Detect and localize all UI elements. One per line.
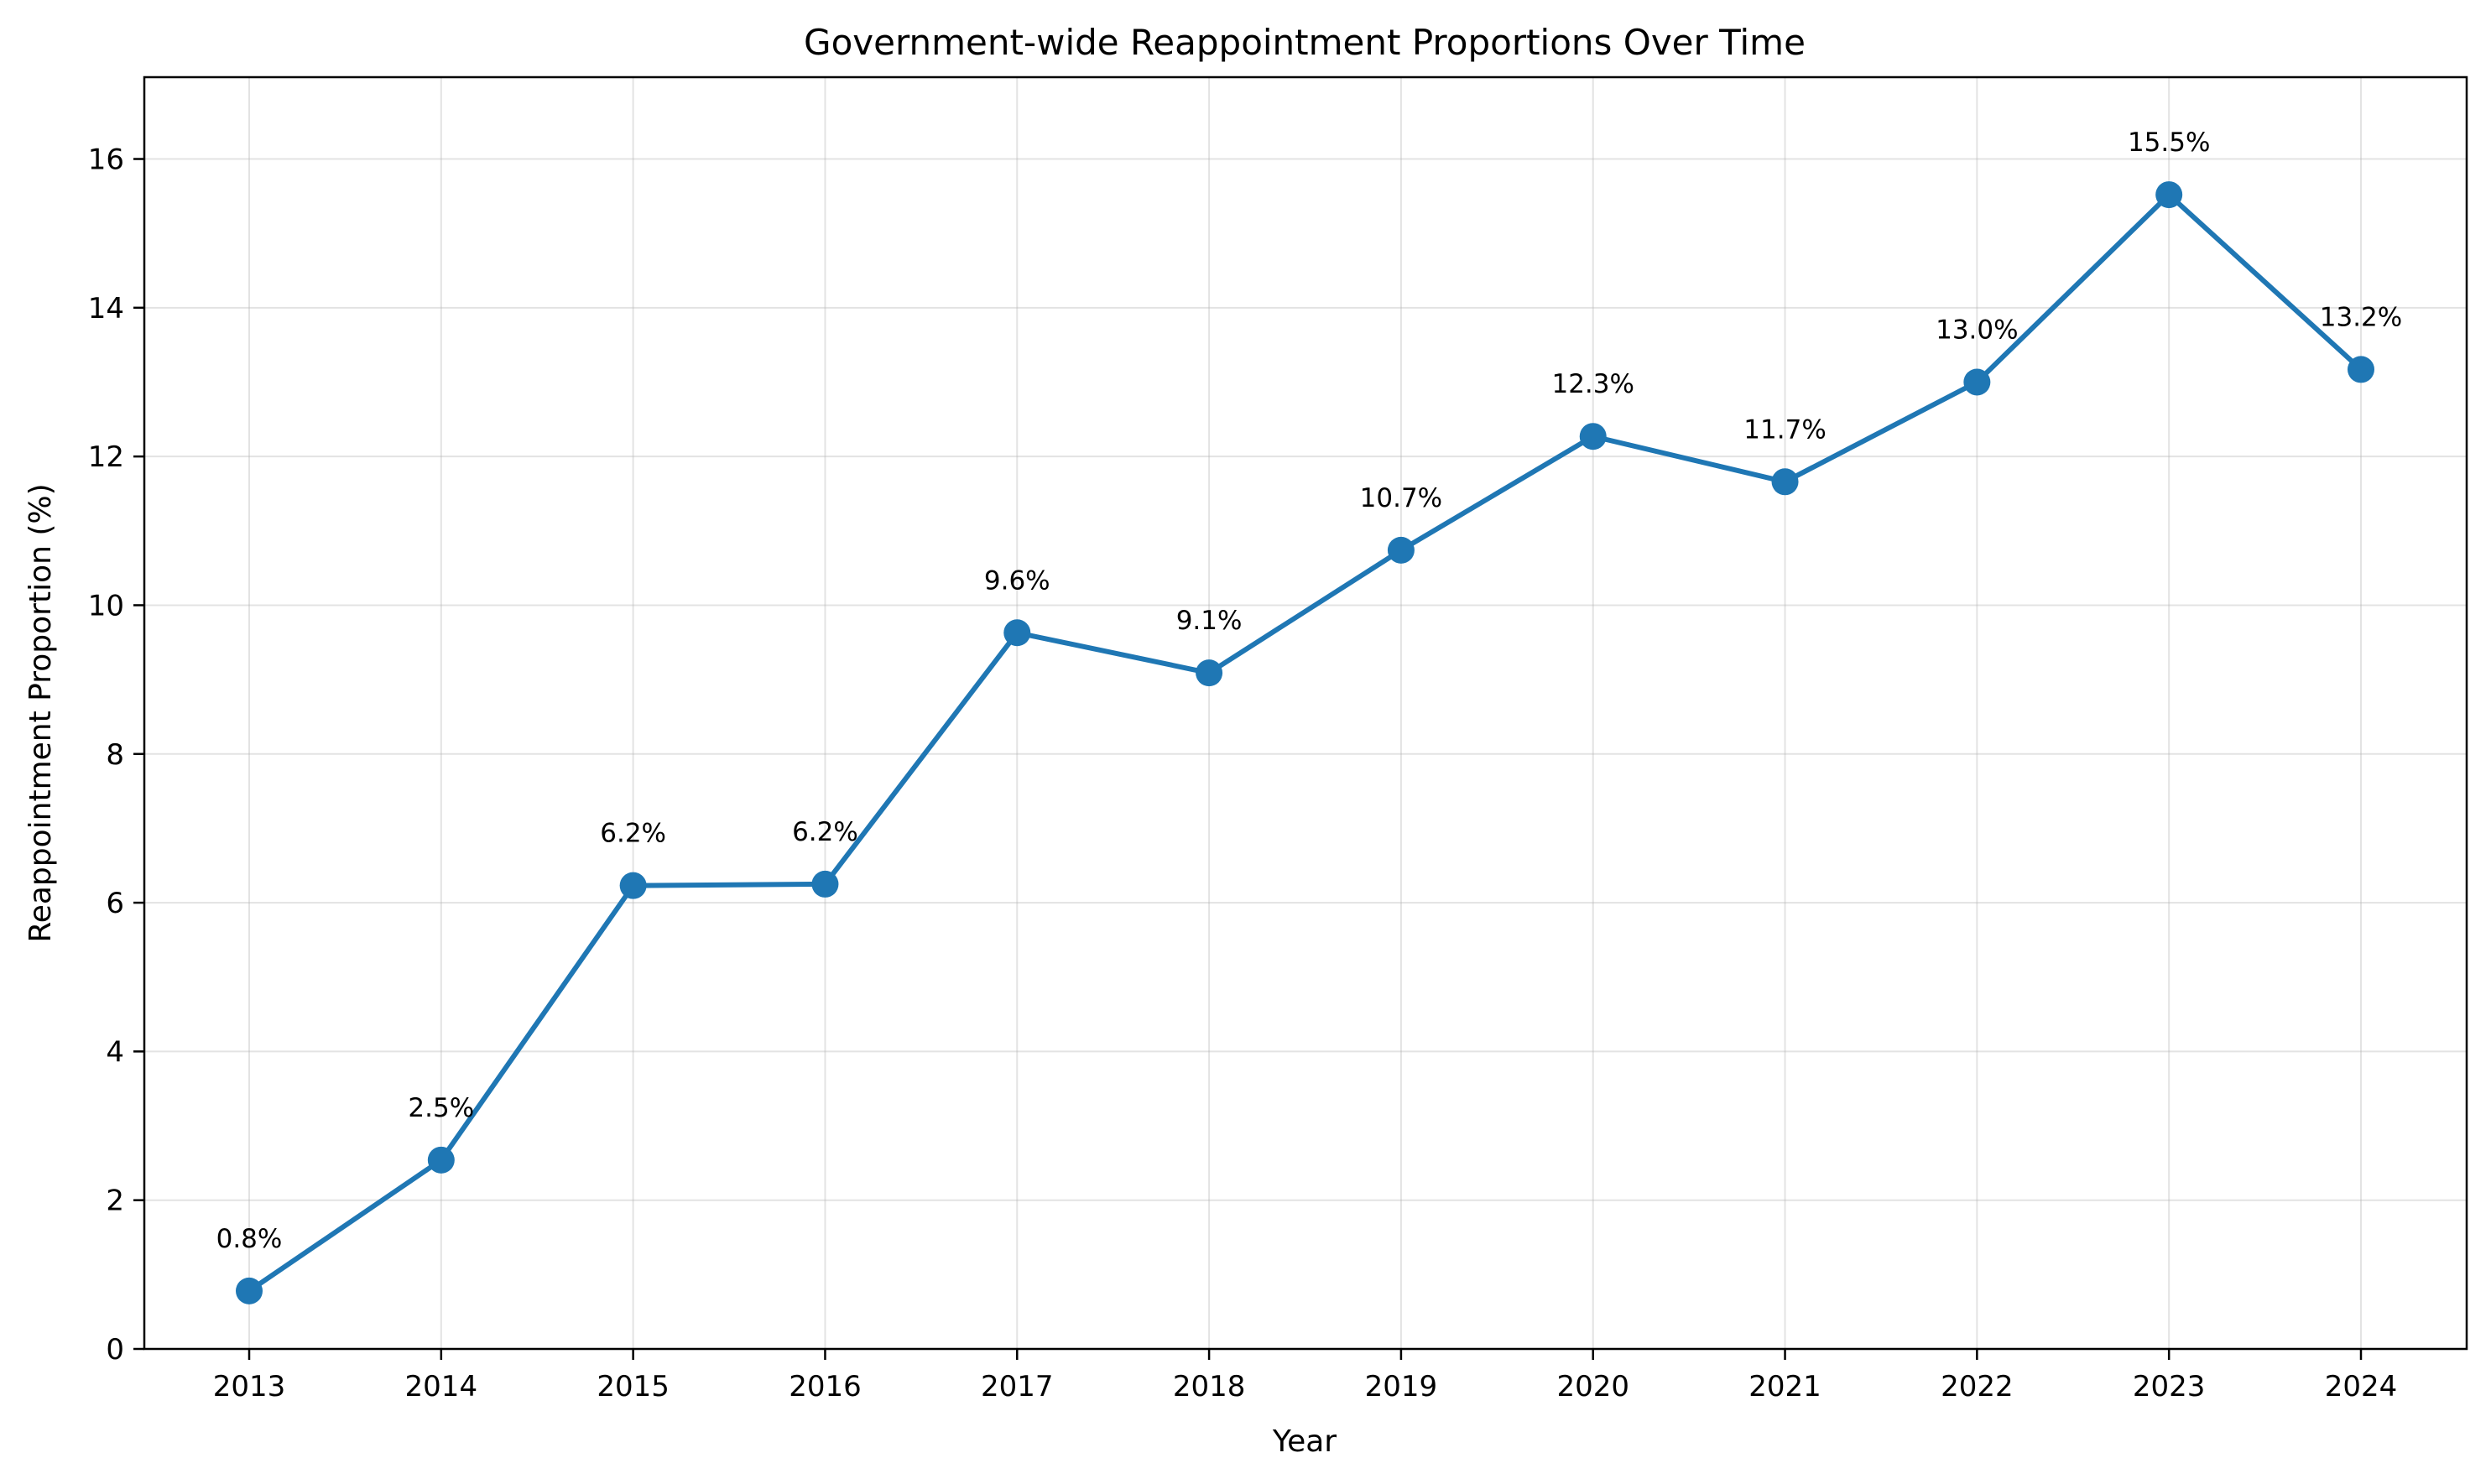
y-axis-label: Reappointment Proportion (%) [23, 483, 58, 942]
x-tick-label: 2022 [1941, 1370, 2014, 1403]
data-value-label: 2.5% [408, 1093, 474, 1123]
data-value-label: 11.7% [1743, 414, 1826, 445]
y-tick-label: 0 [106, 1333, 124, 1367]
series-line [248, 192, 2363, 1294]
x-axis-label: Year [1272, 1424, 1337, 1459]
axis-ticks: 2013 2014 2015 2016 2017 2018 2019 2020 2021 2022… [88, 143, 2398, 1403]
data-point [811, 870, 839, 898]
x-tick-label: 2018 [1173, 1370, 1246, 1403]
data-point [1003, 619, 1031, 647]
data-series [236, 181, 2374, 1304]
data-point [1387, 536, 1415, 564]
data-value-label: 9.1% [1176, 606, 1243, 636]
x-tick-label: 2020 [1556, 1370, 1629, 1403]
data-point [427, 1146, 455, 1174]
y-tick-label: 2 [106, 1185, 124, 1218]
data-point [1963, 368, 1991, 396]
data-point [236, 1277, 263, 1304]
data-labels: 0.8% 2.5% 6.2% 6.2% 9.6% 9.1% 10.7% 12.3% 11.7% 1… [216, 128, 2403, 1254]
x-tick-label: 2015 [597, 1370, 670, 1403]
data-point [2155, 181, 2183, 209]
data-value-label: 9.6% [984, 565, 1050, 596]
x-tick-label: 2016 [789, 1370, 862, 1403]
data-value-label: 10.7% [1360, 483, 1442, 513]
x-tick-label: 2019 [1365, 1370, 1438, 1403]
x-tick-label: 2014 [405, 1370, 478, 1403]
data-point [1196, 659, 1223, 687]
data-point [1579, 423, 1607, 450]
data-value-label: 0.8% [216, 1224, 283, 1254]
x-tick-label: 2017 [981, 1370, 1054, 1403]
plot-frame [143, 76, 2468, 1351]
data-value-label: 12.3% [1551, 369, 1634, 399]
chart-title: Government-wide Reappointment Proportion… [804, 22, 1806, 63]
x-tick-label: 2013 [213, 1370, 286, 1403]
y-tick-label: 8 [106, 738, 124, 772]
y-tick-label: 12 [88, 440, 124, 474]
y-tick-label: 14 [88, 292, 124, 325]
data-value-label: 6.2% [600, 819, 666, 849]
x-tick-label: 2023 [2133, 1370, 2206, 1403]
data-point [619, 872, 647, 899]
x-tick-label: 2024 [2325, 1370, 2398, 1403]
data-value-label: 6.2% [792, 817, 858, 847]
data-point [2348, 356, 2374, 383]
data-value-label: 13.2% [2320, 302, 2402, 332]
x-tick-label: 2021 [1748, 1370, 1821, 1403]
data-value-label: 13.0% [1936, 315, 2018, 345]
y-tick-label: 6 [106, 887, 124, 920]
data-value-label: 15.5% [2128, 128, 2210, 158]
grid-lines [144, 77, 2467, 1350]
y-tick-label: 4 [106, 1035, 124, 1069]
data-point [1771, 468, 1799, 496]
y-tick-label: 16 [88, 143, 124, 177]
y-tick-label: 10 [88, 589, 124, 622]
